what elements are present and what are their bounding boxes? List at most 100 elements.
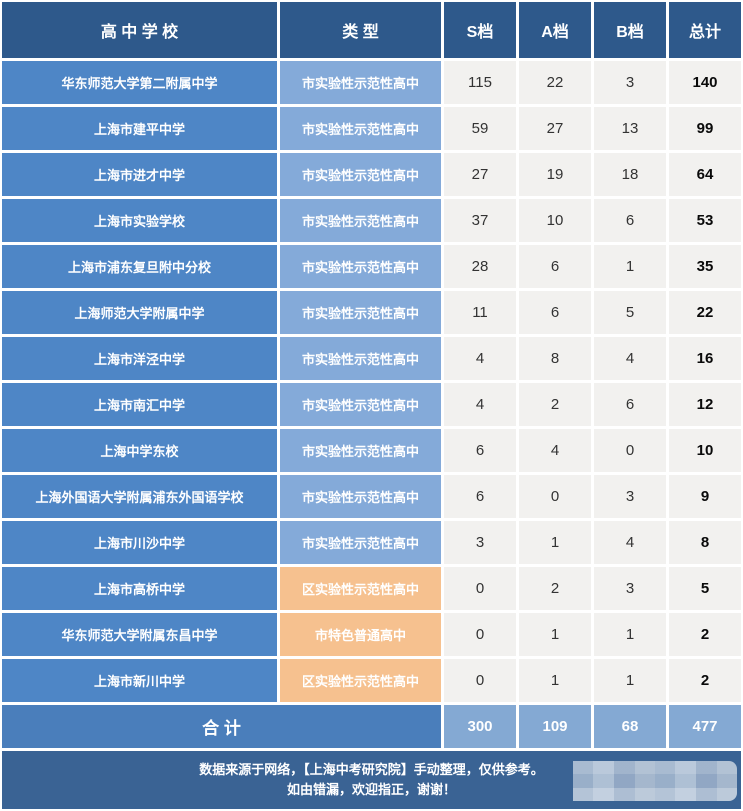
total-count-cell: 2 xyxy=(669,659,741,702)
footer-note-line2: 如由错漏，欢迎指正，谢谢！ xyxy=(286,782,456,797)
s-count-cell: 115 xyxy=(444,61,516,104)
b-count-cell: 3 xyxy=(594,567,666,610)
b-count-cell: 6 xyxy=(594,199,666,242)
grand-total-all: 477 xyxy=(669,705,741,748)
b-count-cell: 13 xyxy=(594,107,666,150)
total-count-cell: 35 xyxy=(669,245,741,288)
school-type-cell: 区实验性示范性高中 xyxy=(280,567,441,610)
s-count-cell: 6 xyxy=(444,475,516,518)
s-count-cell: 6 xyxy=(444,429,516,472)
header-cell-a-tier: A档 xyxy=(519,2,591,58)
a-count-cell: 4 xyxy=(519,429,591,472)
school-type-cell: 市实验性示范性高中 xyxy=(280,475,441,518)
school-type-cell: 市实验性示范性高中 xyxy=(280,291,441,334)
s-count-cell: 27 xyxy=(444,153,516,196)
school-type-cell: 市实验性示范性高中 xyxy=(280,245,441,288)
school-type-cell: 市实验性示范性高中 xyxy=(280,383,441,426)
school-type-cell: 市实验性示范性高中 xyxy=(280,199,441,242)
header-cell-total: 总计 xyxy=(669,2,741,58)
grand-total-b: 68 xyxy=(594,705,666,748)
school-type-cell: 市实验性示范性高中 xyxy=(280,521,441,564)
a-count-cell: 6 xyxy=(519,245,591,288)
total-count-cell: 5 xyxy=(669,567,741,610)
b-count-cell: 18 xyxy=(594,153,666,196)
header-cell-type: 类 型 xyxy=(280,2,441,58)
total-count-cell: 10 xyxy=(669,429,741,472)
s-count-cell: 0 xyxy=(444,659,516,702)
s-count-cell: 59 xyxy=(444,107,516,150)
b-count-cell: 6 xyxy=(594,383,666,426)
grand-total-a: 109 xyxy=(519,705,591,748)
s-count-cell: 4 xyxy=(444,337,516,380)
school-type-cell: 市实验性示范性高中 xyxy=(280,61,441,104)
b-count-cell: 3 xyxy=(594,475,666,518)
grand-total-label: 合 计 xyxy=(2,705,441,748)
school-type-cell: 市实验性示范性高中 xyxy=(280,429,441,472)
a-count-cell: 22 xyxy=(519,61,591,104)
total-count-cell: 9 xyxy=(669,475,741,518)
school-name-cell: 上海市洋泾中学 xyxy=(2,337,277,380)
a-count-cell: 1 xyxy=(519,521,591,564)
a-count-cell: 10 xyxy=(519,199,591,242)
grand-total-s: 300 xyxy=(444,705,516,748)
b-count-cell: 0 xyxy=(594,429,666,472)
a-count-cell: 27 xyxy=(519,107,591,150)
b-count-cell: 5 xyxy=(594,291,666,334)
school-name-cell: 上海市实验学校 xyxy=(2,199,277,242)
school-name-cell: 上海市高桥中学 xyxy=(2,567,277,610)
school-name-cell: 上海中学东校 xyxy=(2,429,277,472)
total-count-cell: 140 xyxy=(669,61,741,104)
header-cell-school: 高 中 学 校 xyxy=(2,2,277,58)
total-count-cell: 2 xyxy=(669,613,741,656)
school-name-cell: 华东师范大学附属东昌中学 xyxy=(2,613,277,656)
header-cell-s-tier: S档 xyxy=(444,2,516,58)
total-count-cell: 8 xyxy=(669,521,741,564)
total-count-cell: 64 xyxy=(669,153,741,196)
total-count-cell: 22 xyxy=(669,291,741,334)
school-name-cell: 上海市进才中学 xyxy=(2,153,277,196)
school-type-cell: 区实验性示范性高中 xyxy=(280,659,441,702)
s-count-cell: 4 xyxy=(444,383,516,426)
footer-note-line1: 数据来源于网络，【上海中考研究院】手动整理，仅供参考。 xyxy=(199,762,544,777)
b-count-cell: 1 xyxy=(594,245,666,288)
footer-note: 数据来源于网络，【上海中考研究院】手动整理，仅供参考。 如由错漏，欢迎指正，谢谢… xyxy=(2,751,741,809)
header-cell-b-tier: B档 xyxy=(594,2,666,58)
school-type-cell: 市特色普通高中 xyxy=(280,613,441,656)
school-name-cell: 上海市浦东复旦附中分校 xyxy=(2,245,277,288)
school-type-cell: 市实验性示范性高中 xyxy=(280,337,441,380)
school-name-cell: 上海市建平中学 xyxy=(2,107,277,150)
s-count-cell: 0 xyxy=(444,567,516,610)
b-count-cell: 1 xyxy=(594,659,666,702)
a-count-cell: 19 xyxy=(519,153,591,196)
school-name-cell: 华东师范大学第二附属中学 xyxy=(2,61,277,104)
s-count-cell: 37 xyxy=(444,199,516,242)
school-type-cell: 市实验性示范性高中 xyxy=(280,107,441,150)
total-count-cell: 16 xyxy=(669,337,741,380)
s-count-cell: 28 xyxy=(444,245,516,288)
b-count-cell: 3 xyxy=(594,61,666,104)
a-count-cell: 2 xyxy=(519,383,591,426)
b-count-cell: 1 xyxy=(594,613,666,656)
a-count-cell: 8 xyxy=(519,337,591,380)
s-count-cell: 11 xyxy=(444,291,516,334)
s-count-cell: 0 xyxy=(444,613,516,656)
a-count-cell: 6 xyxy=(519,291,591,334)
b-count-cell: 4 xyxy=(594,521,666,564)
a-count-cell: 1 xyxy=(519,659,591,702)
blurred-watermark xyxy=(573,761,737,801)
school-type-cell: 市实验性示范性高中 xyxy=(280,153,441,196)
total-count-cell: 99 xyxy=(669,107,741,150)
total-count-cell: 12 xyxy=(669,383,741,426)
school-name-cell: 上海外国语大学附属浦东外国语学校 xyxy=(2,475,277,518)
school-name-cell: 上海市川沙中学 xyxy=(2,521,277,564)
school-name-cell: 上海市南汇中学 xyxy=(2,383,277,426)
b-count-cell: 4 xyxy=(594,337,666,380)
school-name-cell: 上海师范大学附属中学 xyxy=(2,291,277,334)
a-count-cell: 1 xyxy=(519,613,591,656)
school-name-cell: 上海市新川中学 xyxy=(2,659,277,702)
a-count-cell: 0 xyxy=(519,475,591,518)
a-count-cell: 2 xyxy=(519,567,591,610)
total-count-cell: 53 xyxy=(669,199,741,242)
s-count-cell: 3 xyxy=(444,521,516,564)
